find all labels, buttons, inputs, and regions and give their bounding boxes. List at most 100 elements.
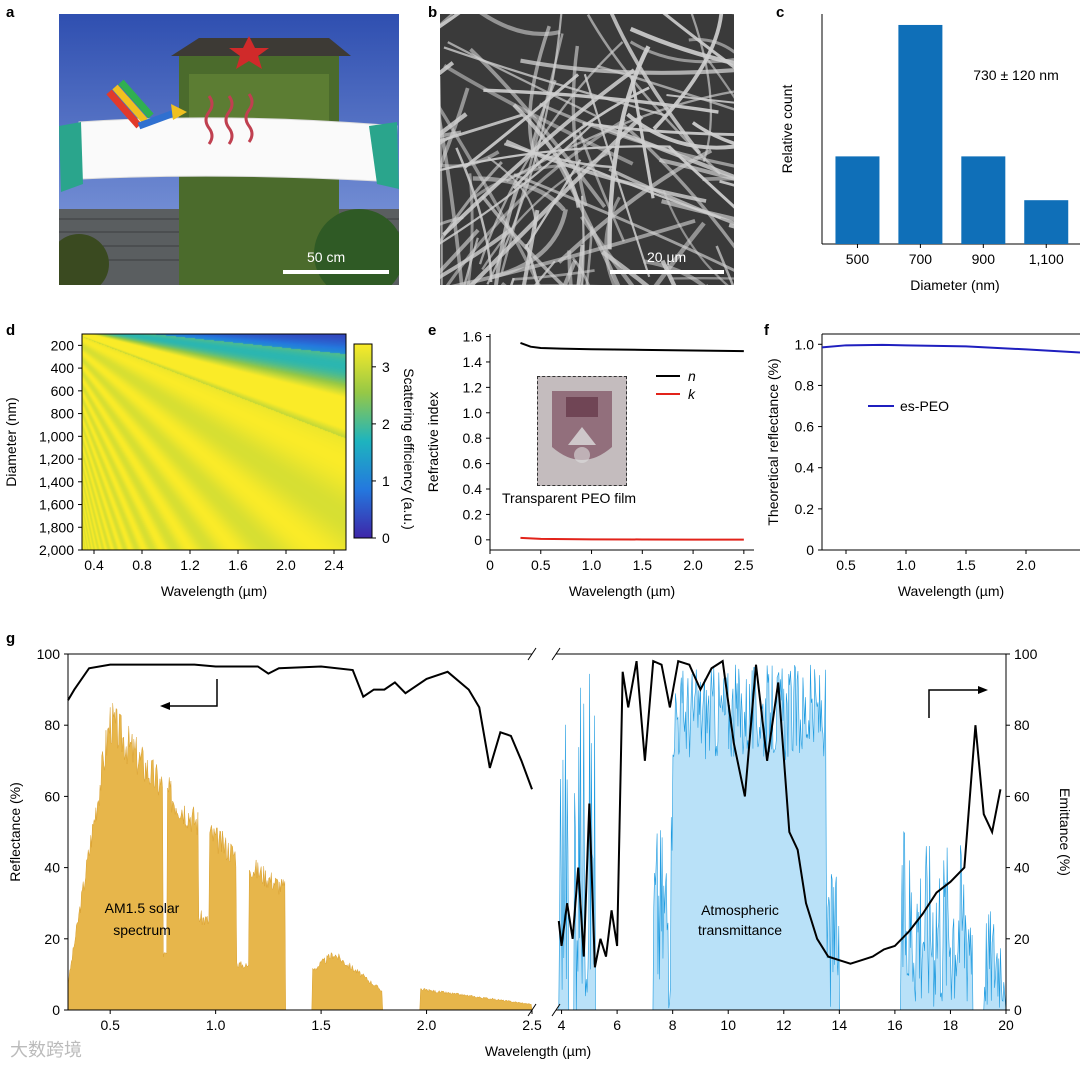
fiber: [715, 245, 734, 285]
arrow-head-right: [978, 686, 988, 694]
emittance-line: [557, 659, 1002, 968]
x-tick-label: 2.5: [522, 1017, 542, 1033]
plot-frame: [81, 333, 347, 551]
x-tick-label: 500: [846, 251, 870, 267]
x-tick-label: 2.0: [276, 557, 296, 573]
reflectance-line: [67, 663, 533, 790]
x-axis-label: Wavelength (µm): [898, 583, 1004, 599]
annotation-atm: Atmospheric: [701, 902, 779, 918]
fiber: [486, 14, 563, 285]
fiber: [450, 218, 696, 285]
x-tick-label: 2.0: [1016, 557, 1036, 573]
fiber: [468, 114, 644, 285]
y-tick-label-right: 100: [1014, 646, 1038, 662]
y-tick-label: 400: [51, 360, 75, 376]
fiber: [440, 228, 480, 275]
y-tick-label-left: 20: [44, 931, 60, 947]
fiber: [440, 113, 523, 143]
annotation: 730 ± 120 nm: [973, 67, 1059, 83]
x-tick-label: 900: [972, 251, 996, 267]
fiber: [440, 227, 514, 279]
scale-bar-b: [610, 270, 724, 274]
colorbar-tick-label: 2: [382, 416, 390, 432]
series-line-k: [520, 536, 744, 541]
x-tick-label: 2.5: [734, 557, 754, 573]
fiber: [643, 259, 706, 285]
chart-d-heatmap: 0.4 0.8 1.2 1.6 2.0 2.4 200 400 600 800 1,000 1,200…: [3, 333, 417, 599]
axis-break-mark: [551, 1003, 561, 1017]
colorbar-tick-label: 0: [382, 530, 390, 546]
panel-label-c: c: [776, 4, 785, 21]
y-axis-label-left: Reflectance (%): [7, 782, 23, 882]
sem-image-fibers: 20 µm: [440, 14, 734, 285]
x-tick-label: 18: [943, 1017, 959, 1033]
watermark: 大数跨境: [10, 1040, 82, 1060]
x-tick-label: 0: [486, 557, 494, 573]
series-line-es-PEO: [821, 343, 1080, 354]
fiber: [691, 121, 734, 146]
legend-label-n: n: [688, 368, 696, 384]
x-tick-label: 700: [909, 251, 933, 267]
legend-label: es-PEO: [900, 398, 949, 414]
x-tick-label: 4: [558, 1017, 566, 1033]
fiber: [609, 14, 702, 155]
x-tick-label: 8: [669, 1017, 677, 1033]
bar: [898, 24, 943, 245]
y-tick-label: 1,400: [39, 474, 74, 490]
scale-bar-a: [283, 270, 389, 274]
annotation-atm: transmittance: [698, 922, 782, 938]
fiber: [702, 176, 734, 182]
fiber: [503, 142, 615, 169]
y-tick-label: 1.6: [463, 329, 483, 345]
colorbar-tick-label: 3: [382, 359, 390, 375]
y-tick-label: 200: [51, 337, 75, 353]
x-tick-label: 1.5: [633, 557, 653, 573]
fiber: [538, 102, 734, 168]
y-tick-label: 1.0: [463, 405, 483, 421]
fiber: [521, 209, 540, 285]
x-tick-label: 0.5: [531, 557, 551, 573]
fiber: [629, 26, 734, 66]
x-tick-label: 1.6: [228, 557, 248, 573]
colorbar: [353, 343, 373, 539]
y-axis-label: Theoretical reflectance (%): [765, 358, 781, 525]
x-tick-label: 2.0: [683, 557, 703, 573]
fiber: [533, 260, 556, 285]
x-tick-label: 16: [887, 1017, 903, 1033]
y-tick-label: 600: [51, 383, 75, 399]
y-tick-label: 1.0: [795, 336, 815, 352]
fiber: [466, 173, 474, 285]
fiber: [440, 112, 464, 285]
fiber: [586, 14, 721, 175]
fiber: [557, 148, 713, 264]
y-tick-label-left: 40: [44, 860, 60, 876]
y-axis-label: Diameter (nm): [3, 397, 19, 486]
arrow-right: [928, 689, 980, 718]
fiber: [479, 14, 561, 37]
fiber: [524, 159, 582, 250]
panel-label-b: b: [428, 4, 438, 21]
y-tick-label: 0.8: [795, 377, 815, 393]
scalebar-label-b: 20 µm: [647, 249, 687, 265]
x-tick-label: 1.0: [206, 1017, 226, 1033]
x-axis-label: Diameter (nm): [910, 277, 999, 293]
y-tick-label: 0.6: [463, 456, 483, 472]
x-tick-label: 0.8: [132, 557, 152, 573]
panel-label-f: f: [764, 322, 769, 339]
fiber: [629, 40, 734, 64]
y-tick-label: 0.2: [463, 506, 483, 522]
y-tick-label-left: 100: [37, 646, 61, 662]
fiber: [659, 157, 734, 181]
y-tick-label-right: 40: [1014, 860, 1030, 876]
y-tick-label: 0: [806, 542, 814, 558]
x-axis-label: Wavelength (µm): [485, 1043, 591, 1059]
y-axis-label-right: Emittance (%): [1057, 788, 1073, 876]
photo-film-outdoor: 50 cm: [59, 14, 399, 285]
atmospheric-transmittance-area: [558, 664, 1007, 1011]
bar: [961, 156, 1006, 244]
x-tick-label: 1.5: [956, 557, 976, 573]
fiber: [443, 63, 634, 166]
fiber: [512, 269, 595, 281]
y-axis-label: Refractive index: [425, 392, 441, 492]
fiber: [555, 159, 621, 285]
